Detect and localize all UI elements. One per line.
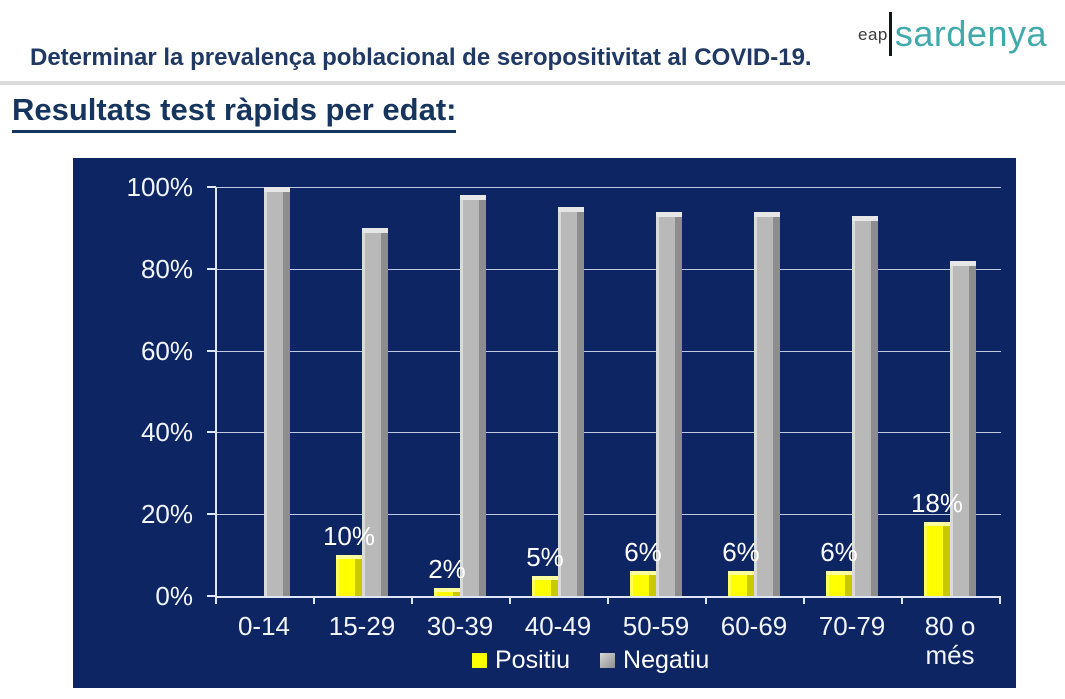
y-axis-tick xyxy=(207,186,216,188)
bar-negatiu xyxy=(558,207,584,596)
y-axis-tick xyxy=(207,267,216,270)
x-axis-tick xyxy=(607,596,609,604)
bar-value-label: 6% xyxy=(820,537,858,568)
bar-positiu xyxy=(826,571,852,596)
x-axis-category-label: 40-49 xyxy=(524,611,592,641)
bar-positiu xyxy=(434,587,460,596)
y-axis-label: 60% xyxy=(140,335,193,366)
x-axis-category-label: 50-59 xyxy=(622,611,690,641)
bar-value-label: 5% xyxy=(526,541,564,572)
x-axis-category-label: 0-14 xyxy=(237,611,291,641)
x-axis-tick xyxy=(705,596,707,604)
y-axis-line xyxy=(215,187,217,604)
legend-label-negatiu: Negatiu xyxy=(623,646,710,674)
gridline xyxy=(215,187,1001,188)
bar-positiu xyxy=(924,522,950,596)
legend-item-positiu: Positiu xyxy=(472,648,570,673)
negatiu-swatch-icon xyxy=(600,653,616,668)
y-axis-label: 0% xyxy=(155,581,193,611)
y-axis-tick xyxy=(207,595,216,597)
logo-divider-bar xyxy=(888,12,892,56)
logo-prefix: eap xyxy=(858,25,888,44)
bar-negatiu xyxy=(264,187,290,596)
x-axis-category-label: 70-79 xyxy=(818,611,886,641)
eap-sardenya-logo: eap sardenya xyxy=(858,12,1047,56)
y-axis-tick xyxy=(207,513,216,516)
chart-region: Positiu Negatiu 100% 80% 60% 40% 20% 0% 0-14 10… xyxy=(73,158,1016,688)
x-axis-tick xyxy=(313,596,315,604)
bar-positiu xyxy=(532,575,558,596)
x-axis-tick xyxy=(803,596,805,604)
bar-negatiu xyxy=(950,260,976,596)
x-axis-category-label: 80 o més xyxy=(924,611,976,670)
legend-label-positiu: Positiu xyxy=(495,646,571,674)
bar-positiu xyxy=(630,571,656,596)
section-heading: Resultats test ràpids per edat: xyxy=(12,92,457,133)
bar-value-label: 10% xyxy=(322,521,376,552)
bar-value-label: 18% xyxy=(910,488,964,519)
gridline xyxy=(215,432,1001,434)
y-axis-label: 40% xyxy=(140,417,193,448)
bar-positiu xyxy=(728,571,754,596)
x-axis-tick xyxy=(509,596,511,604)
x-axis-category-label: 60-69 xyxy=(720,611,788,641)
gridline xyxy=(215,268,1001,270)
header-divider xyxy=(0,81,1065,85)
bar-negatiu xyxy=(754,211,780,596)
bar-negatiu xyxy=(852,215,878,596)
x-axis-tick xyxy=(999,596,1001,604)
chart-legend: Positiu Negatiu xyxy=(472,648,709,673)
x-axis-tick xyxy=(901,596,903,604)
x-axis-category-label: 15-29 xyxy=(328,611,396,641)
bar-negatiu xyxy=(362,227,388,596)
y-axis-tick xyxy=(207,431,216,434)
x-axis-category-label: 30-39 xyxy=(426,611,494,641)
y-axis-label: 80% xyxy=(140,253,193,284)
x-axis-tick xyxy=(215,596,217,604)
bar-negatiu xyxy=(656,211,682,596)
legend-item-negatiu: Negatiu xyxy=(600,648,709,673)
gridline xyxy=(215,350,1001,352)
gridline xyxy=(215,514,1001,516)
bar-value-label: 2% xyxy=(428,553,466,584)
bar-value-label: 6% xyxy=(624,537,662,568)
y-axis-label: 20% xyxy=(140,499,193,530)
logo-name: sardenya xyxy=(894,13,1047,54)
bar-positiu xyxy=(336,555,362,596)
y-axis-label: 100% xyxy=(126,172,194,202)
positiu-swatch-icon xyxy=(472,653,487,668)
slide-title: Determinar la prevalença poblacional de … xyxy=(30,44,812,71)
y-axis-tick xyxy=(207,349,216,352)
x-axis-tick xyxy=(411,596,413,604)
bar-value-label: 6% xyxy=(722,537,760,568)
bar-negatiu xyxy=(460,195,486,596)
